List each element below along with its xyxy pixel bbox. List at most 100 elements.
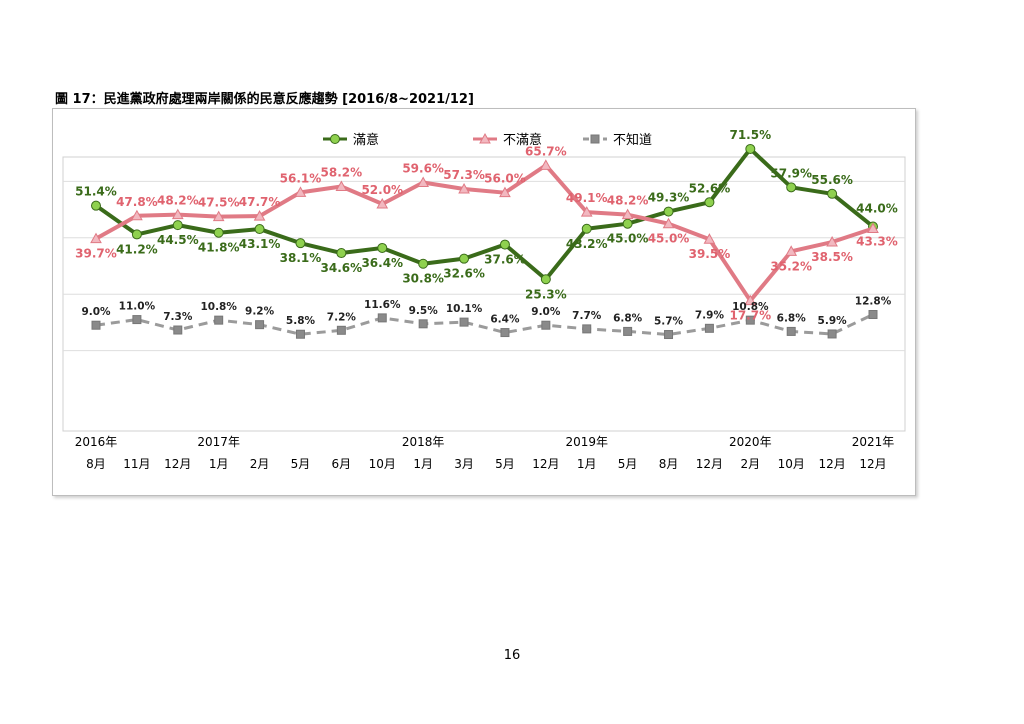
- point: [621, 208, 634, 220]
- data-label: 5.7%: [654, 316, 684, 328]
- data-label: 35.2%: [770, 259, 812, 273]
- x-tick-label: 1月: [413, 457, 433, 471]
- point: [131, 209, 143, 221]
- data-label: 41.8%: [198, 241, 240, 255]
- data-label: 44.5%: [157, 233, 199, 247]
- x-tick-label: 1月: [209, 457, 229, 471]
- point: [622, 218, 633, 229]
- data-label: 34.6%: [321, 261, 363, 275]
- data-label: 5.8%: [286, 315, 316, 327]
- x-tick-label: 2月: [250, 457, 270, 471]
- data-label: 56.0%: [484, 172, 526, 186]
- x-tick-label: 5月: [495, 457, 515, 471]
- data-label: 39.7%: [75, 247, 117, 261]
- point: [663, 206, 674, 217]
- point: [294, 186, 307, 197]
- point: [335, 180, 348, 191]
- line-chart: 滿意 不滿意 不知道 51.4% 41.2%44.5%41.8% 43.1%38.1%34…: [62, 128, 906, 471]
- x-tick-label: 12月: [164, 457, 191, 471]
- data-label: 57.3%: [443, 168, 485, 182]
- data-label: 57.9%: [770, 166, 812, 180]
- point: [786, 182, 797, 193]
- point: [173, 325, 183, 335]
- point: [131, 229, 142, 240]
- data-label: 6.8%: [613, 312, 643, 324]
- point: [376, 197, 389, 209]
- point: [539, 159, 552, 170]
- x-tick-label: 5月: [291, 457, 311, 471]
- x-tick-label: 12月: [859, 457, 886, 471]
- legend-marker: [590, 134, 600, 144]
- data-label: 10.8%: [200, 301, 237, 313]
- data-label: 45.0%: [607, 232, 649, 246]
- data-label: 7.2%: [327, 311, 357, 323]
- point: [458, 182, 470, 194]
- data-label: 7.7%: [572, 310, 602, 322]
- x-tick-label: 6月: [332, 457, 352, 471]
- x-tick-label: 2月: [740, 457, 760, 471]
- data-label: 47.8%: [116, 195, 158, 209]
- x-tick-label: 12月: [818, 457, 845, 471]
- point: [867, 222, 879, 233]
- figure-title: 圖 17：民進黨政府處理兩岸關係的民意反應趨勢 [2016/8~2021/12]: [55, 92, 474, 107]
- data-label: 55.6%: [811, 173, 853, 187]
- point: [868, 310, 878, 320]
- point: [459, 317, 469, 327]
- x-year-label: 2018年: [402, 435, 445, 449]
- data-label: 38.5%: [811, 250, 853, 264]
- point: [254, 224, 265, 235]
- x-year-label: 2016年: [75, 435, 118, 449]
- point: [826, 236, 838, 247]
- point: [418, 258, 429, 269]
- point: [745, 315, 755, 325]
- data-label: 56.1%: [280, 171, 322, 185]
- x-tick-label: 3月: [454, 457, 474, 471]
- legend-label: 滿意: [353, 132, 379, 148]
- data-label: 9.5%: [409, 305, 439, 317]
- data-label: 36.4%: [361, 256, 403, 270]
- point: [418, 319, 428, 329]
- point: [253, 210, 266, 221]
- x-tick-label: 11月: [123, 457, 150, 471]
- data-label: 47.7%: [239, 195, 281, 209]
- point: [785, 245, 798, 256]
- point: [500, 328, 510, 338]
- data-label: 51.4%: [75, 185, 117, 199]
- point: [786, 326, 796, 336]
- series-line-1: [94, 146, 875, 282]
- data-label: 7.3%: [163, 311, 193, 323]
- point: [213, 227, 224, 238]
- x-year-label: 2021年: [852, 435, 895, 449]
- x-tick-label: 1月: [577, 457, 597, 471]
- data-label: 9.2%: [245, 306, 275, 318]
- data-label: 10.1%: [446, 303, 483, 315]
- x-year-label: 2019年: [565, 435, 608, 449]
- point: [664, 330, 674, 340]
- x-tick-label: 8月: [659, 457, 679, 471]
- data-label: 30.8%: [402, 272, 444, 286]
- point: [704, 197, 715, 208]
- point: [540, 274, 551, 285]
- point: [90, 232, 102, 244]
- point: [704, 323, 714, 333]
- data-label: 39.5%: [689, 247, 731, 261]
- data-label: 48.2%: [157, 194, 199, 208]
- data-label: 48.2%: [607, 194, 649, 208]
- point: [212, 210, 225, 222]
- data-label: 9.0%: [81, 306, 111, 318]
- data-label: 11.0%: [119, 301, 156, 313]
- data-label: 12.8%: [855, 296, 892, 308]
- point: [703, 233, 716, 244]
- series-line-3: [95, 313, 874, 337]
- data-label: 37.6%: [484, 253, 526, 267]
- data-label: 43.2%: [566, 237, 608, 251]
- data-label: 5.9%: [818, 315, 848, 327]
- data-label: 45.0%: [648, 232, 690, 246]
- data-label: 25.3%: [525, 287, 567, 301]
- point: [581, 223, 592, 234]
- data-label: 47.5%: [198, 196, 240, 210]
- point: [744, 294, 757, 306]
- series-line-2: [95, 163, 874, 303]
- point: [132, 315, 142, 325]
- data-label: 49.1%: [566, 191, 608, 205]
